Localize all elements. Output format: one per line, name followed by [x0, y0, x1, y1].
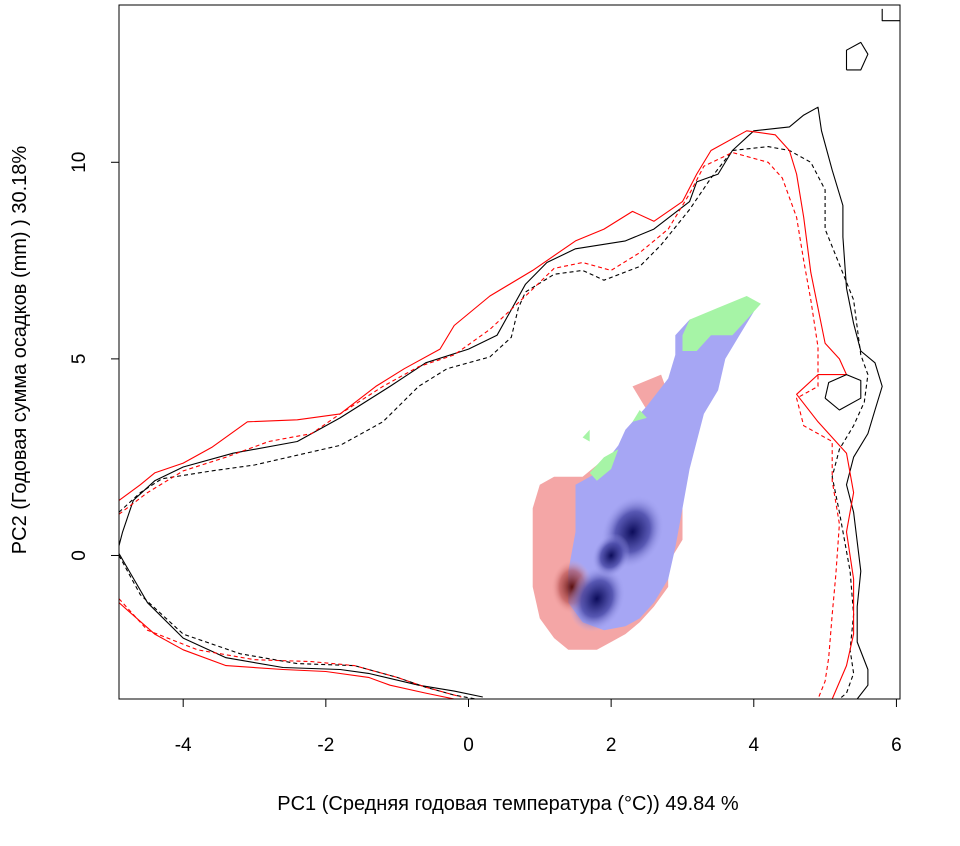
- native-dashed-contour: [119, 598, 462, 698]
- y-axis: 0 5 10: [69, 152, 120, 561]
- x-tick-label: 0: [463, 735, 474, 756]
- invaded-only-region: [589, 449, 619, 481]
- y-tick-label: 0: [69, 550, 90, 561]
- x-tick-label: 2: [606, 735, 617, 756]
- x-axis: -4 -2 0 2 4 6: [175, 698, 902, 756]
- invaded-only-region: [682, 296, 761, 351]
- overlap-density-peak: [568, 565, 626, 632]
- invaded-dashed-contour: [119, 146, 869, 699]
- environment-contours: [119, 8, 900, 699]
- invaded-solid-contour: [824, 374, 862, 411]
- invaded-only-region: [632, 410, 647, 422]
- y-tick-label: 5: [69, 354, 90, 365]
- native-dashed-contour: [119, 151, 840, 699]
- x-tick-label: -2: [317, 735, 334, 756]
- overlap-density-peak: [592, 533, 631, 578]
- x-axis-title: PC1 (Средняя годовая температура (°C)) 4…: [277, 793, 739, 815]
- native-solid-contour: [119, 130, 855, 699]
- x-tick-label: 4: [748, 735, 759, 756]
- y-tick-label: 10: [69, 152, 90, 173]
- invaded-solid-contour: [119, 553, 483, 698]
- x-tick-label: 6: [891, 735, 902, 756]
- density-peaks: [551, 495, 665, 632]
- x-tick-label: -4: [175, 735, 192, 756]
- invaded-solid-contour: [119, 106, 883, 699]
- plot-area: [119, 8, 900, 699]
- plot-frame: [118, 4, 901, 700]
- y-axis-title: PC2 (Годовая сумма осадков (mm) ) 30.18%: [9, 146, 31, 555]
- native-solid-contour: [119, 602, 455, 699]
- invaded-only-region: [582, 429, 590, 442]
- invaded-solid-contour: [881, 8, 900, 22]
- invaded-solid-contour: [845, 41, 869, 71]
